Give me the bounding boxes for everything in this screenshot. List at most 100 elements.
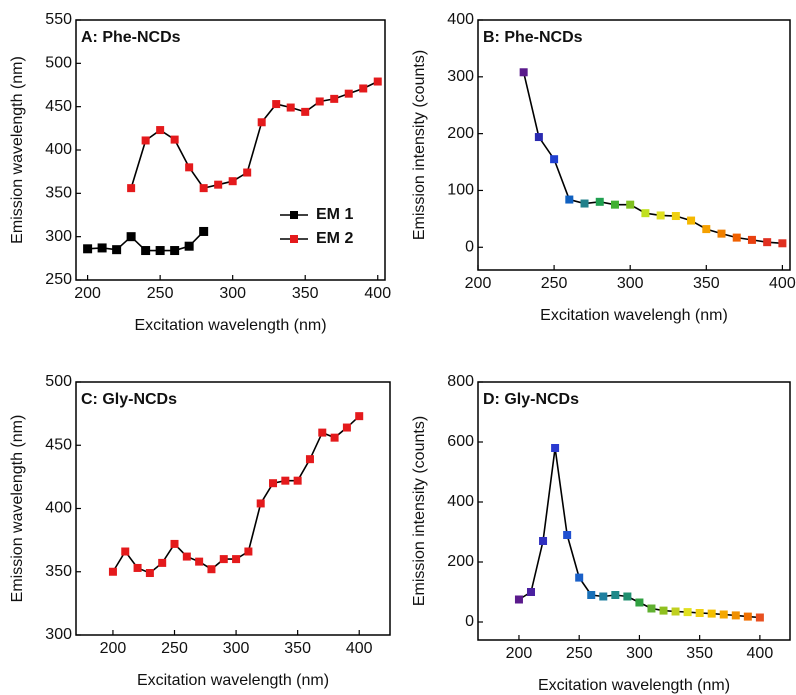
- data-point: [219, 555, 228, 564]
- x-tick-label: 300: [626, 645, 653, 662]
- data-point: [610, 200, 619, 209]
- data-point: [743, 612, 752, 621]
- data-point: [145, 569, 154, 578]
- data-point: [534, 133, 543, 142]
- data-point: [707, 609, 716, 618]
- data-point: [599, 592, 608, 601]
- data-point: [514, 595, 523, 604]
- data-point: [355, 412, 364, 421]
- y-tick-label: 100: [447, 182, 474, 199]
- data-point: [717, 229, 726, 238]
- x-tick-label: 200: [506, 645, 533, 662]
- x-axis-label: Excitation wavelength (nm): [538, 677, 730, 694]
- y-axis-label: Emission wavelength (nm): [9, 415, 26, 603]
- data-point: [257, 118, 266, 127]
- data-point: [108, 567, 117, 576]
- data-point: [269, 479, 278, 488]
- data-point: [214, 180, 223, 189]
- data-point: [565, 195, 574, 204]
- y-tick-label: 450: [45, 436, 72, 453]
- plot-frame: [75, 381, 391, 636]
- data-point: [97, 243, 107, 253]
- data-point: [683, 608, 692, 617]
- data-point: [687, 216, 696, 225]
- data-point: [656, 211, 665, 220]
- x-tick-label: 200: [74, 285, 101, 302]
- y-tick-label: 450: [45, 98, 72, 115]
- data-point: [344, 89, 353, 98]
- data-point: [763, 238, 772, 247]
- data-point: [133, 563, 142, 572]
- data-point: [539, 537, 548, 545]
- y-tick-label: 400: [447, 11, 474, 28]
- data-point: [671, 212, 680, 221]
- data-point: [635, 598, 644, 607]
- data-point: [519, 68, 528, 77]
- data-point: [112, 245, 122, 255]
- y-tick-label: 300: [45, 626, 72, 643]
- data-point: [342, 423, 351, 432]
- x-tick-label: 300: [219, 285, 246, 302]
- data-point: [647, 604, 656, 613]
- panel-title: B: Phe-NCDs: [483, 29, 583, 46]
- data-point: [199, 226, 209, 236]
- data-point: [595, 197, 604, 206]
- data-point: [170, 135, 179, 144]
- legend-label: EM 2: [316, 230, 353, 247]
- y-tick-label: 500: [45, 373, 72, 390]
- legend-marker: [290, 211, 298, 219]
- x-tick-label: 200: [100, 640, 127, 657]
- data-point: [156, 126, 165, 135]
- x-tick-label: 300: [223, 640, 250, 657]
- data-point: [207, 565, 216, 574]
- data-point: [731, 611, 740, 620]
- series-line: [112, 415, 360, 574]
- data-point: [170, 246, 180, 256]
- data-point: [623, 592, 632, 601]
- y-tick-label: 550: [45, 11, 72, 28]
- x-tick-label: 250: [566, 645, 593, 662]
- y-tick-label: 300: [45, 228, 72, 245]
- data-point: [626, 200, 635, 209]
- data-point: [359, 84, 368, 93]
- x-tick-label: 300: [617, 275, 644, 292]
- data-point: [732, 233, 741, 242]
- data-point: [305, 455, 314, 464]
- data-point: [256, 499, 265, 508]
- data-point: [293, 476, 302, 485]
- x-axis-label: Excitation wavelength (nm): [137, 672, 329, 689]
- series-line: [130, 80, 379, 190]
- x-tick-label: 250: [541, 275, 568, 292]
- y-tick-label: 0: [465, 613, 474, 630]
- x-tick-label: 400: [346, 640, 373, 657]
- data-point: [185, 163, 194, 172]
- y-tick-label: 400: [45, 500, 72, 517]
- legend-marker: [290, 235, 298, 243]
- y-tick-label: 200: [447, 125, 474, 142]
- data-point: [272, 100, 281, 109]
- y-tick-label: 600: [447, 433, 474, 450]
- x-tick-label: 350: [284, 640, 311, 657]
- data-point: [228, 177, 237, 186]
- data-point: [719, 610, 728, 619]
- y-tick-label: 500: [45, 55, 72, 72]
- data-point: [286, 103, 295, 112]
- x-tick-label: 250: [147, 285, 174, 302]
- data-point: [702, 225, 711, 234]
- data-point: [318, 428, 327, 437]
- panel-title: A: Phe-NCDs: [81, 29, 181, 46]
- data-point: [580, 199, 589, 208]
- plot-frame: [477, 19, 791, 271]
- data-point: [575, 573, 584, 582]
- x-axis-label: Excitation wavelengh (nm): [540, 307, 728, 324]
- data-point: [563, 531, 572, 539]
- y-tick-label: 250: [45, 271, 72, 288]
- y-tick-label: 300: [447, 68, 474, 85]
- data-point: [550, 155, 559, 164]
- data-point: [755, 613, 764, 622]
- data-point: [671, 607, 680, 616]
- x-tick-label: 200: [465, 275, 492, 292]
- data-point: [551, 444, 560, 452]
- x-tick-label: 400: [769, 275, 796, 292]
